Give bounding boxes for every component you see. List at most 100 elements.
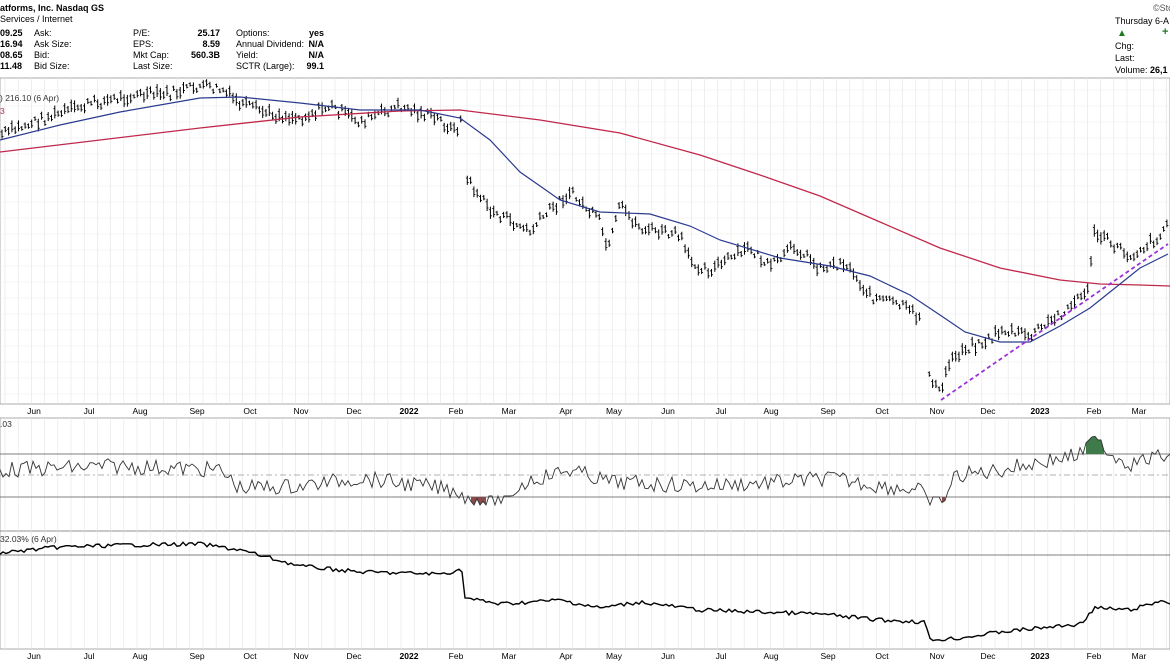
last-label: Last:: [1115, 53, 1135, 63]
month-label: 2022: [400, 651, 419, 661]
month-label: Dec: [346, 651, 362, 661]
month-label: Nov: [929, 406, 945, 416]
month-label: Jun: [661, 651, 675, 661]
month-label: Oct: [875, 406, 889, 416]
date-label: Thursday 6-A: [1115, 16, 1170, 26]
price-legend: ) 216.10 (6 Apr): [0, 93, 59, 103]
up-arrow-icon: ▲: [1117, 28, 1127, 39]
month-label: Oct: [243, 406, 257, 416]
oscillator-guides: [0, 453, 1170, 556]
stat-label: Mkt Cap:: [133, 50, 170, 60]
quote-col4-labels: Options: Annual Dividend: Yield: SCTR (L…: [236, 28, 304, 72]
month-label: Jun: [27, 651, 41, 661]
rs-panel-border: [0, 530, 1170, 650]
quote-col2: Ask: Ask Size: Bid: Bid Size:: [34, 28, 72, 72]
month-label: Dec: [980, 651, 996, 661]
stat-label: Bid:: [34, 50, 50, 60]
company-name: atforms, Inc. Nasdaq GS: [0, 3, 105, 13]
stat-value: 08.65: [0, 50, 23, 60]
stat-label: Last Size:: [133, 61, 173, 71]
month-label: Feb: [449, 406, 464, 416]
stat-label: EPS:: [133, 39, 154, 49]
oscillator-panel-border: [0, 417, 1170, 532]
month-label: Jul: [716, 651, 727, 661]
price-legend-ma: 3: [0, 106, 5, 116]
month-label: Nov: [929, 651, 945, 661]
month-label: Mar: [502, 651, 517, 661]
month-label: Oct: [243, 651, 257, 661]
overbought-fill: [1086, 436, 1104, 454]
stat-label: Options:: [236, 28, 270, 38]
long-moving-average-line: [0, 109, 1170, 287]
quote-col3-values: 25.17 8.59 560.3B: [176, 28, 220, 72]
month-label: Jul: [716, 406, 727, 416]
month-label: Aug: [763, 651, 778, 661]
oscillator-line: [0, 435, 1170, 507]
month-label: Feb: [1087, 651, 1102, 661]
stat-value: 8.59: [202, 39, 220, 49]
relative-strength-line: [0, 541, 1170, 642]
month-label: 2023: [1031, 406, 1050, 416]
month-label: Sep: [189, 651, 204, 661]
volume-label-text: Volume:: [1115, 65, 1148, 75]
stat-value: 560.3B: [190, 50, 220, 60]
month-label: Sep: [820, 651, 835, 661]
month-label: Sep: [189, 406, 204, 416]
sector-label: Services / Internet: [0, 14, 73, 24]
month-label: Nov: [293, 406, 309, 416]
month-label: Aug: [132, 651, 147, 661]
month-label: Mar: [502, 406, 517, 416]
stat-label: SCTR (Large):: [236, 61, 295, 71]
short-moving-average-line: [0, 96, 1169, 343]
stat-value: 99.1: [306, 61, 324, 71]
month-label: Aug: [763, 406, 778, 416]
price-col1: 09.25 16.94 08.65 11.48: [0, 28, 24, 72]
stat-value: N/A: [308, 50, 325, 60]
stat-label: Ask Size:: [34, 39, 72, 49]
month-label: May: [606, 406, 623, 416]
month-label: Jul: [84, 406, 95, 416]
price-panel-border: [0, 77, 1170, 405]
stat-value: 16.94: [0, 39, 23, 49]
month-label: 2022: [400, 406, 419, 416]
month-label: Apr: [559, 651, 572, 661]
month-label: Mar: [1132, 406, 1147, 416]
stockcharts-logo: ©StockC: [1153, 3, 1170, 13]
change-sign: +: [1162, 26, 1169, 38]
volume-label: Volume: 26,1: [1115, 65, 1168, 76]
month-label: Jul: [84, 651, 95, 661]
volume-value: 26,1: [1150, 65, 1168, 75]
price-bars: [0, 79, 1169, 393]
rs-legend: 32.03% (6 Apr): [0, 534, 57, 544]
stat-value: yes: [308, 28, 324, 38]
stat-label: P/E:: [133, 28, 151, 38]
oscillator-fills: [471, 436, 1104, 505]
month-label: Mar: [1132, 651, 1147, 661]
month-label: Feb: [1087, 406, 1102, 416]
month-label: Apr: [559, 406, 572, 416]
month-label: Jun: [661, 406, 675, 416]
quote-col4-values: yes N/A N/A 99.1: [294, 28, 324, 72]
month-label: Sep: [820, 406, 835, 416]
month-label: Nov: [293, 651, 309, 661]
month-label: Oct: [875, 651, 889, 661]
oversold-fill: [942, 497, 945, 503]
x-axis-labels: Jun Jun Jul Jul Aug Aug Sep Sep Oct Oct Nov Nov Dec D…: [27, 406, 1146, 661]
month-label: Aug: [132, 406, 147, 416]
stat-value: 11.48: [0, 61, 23, 71]
quote-col3-labels: P/E: EPS: Mkt Cap: Last Size:: [133, 28, 173, 72]
month-label: Jun: [27, 406, 41, 416]
stat-label: Annual Dividend:: [236, 39, 305, 49]
month-label: 2023: [1031, 651, 1050, 661]
change-label: Chg:: [1115, 41, 1135, 51]
trendline: [940, 243, 1169, 401]
month-label: Dec: [346, 406, 362, 416]
month-label: May: [606, 651, 623, 661]
oscillator-legend: .03: [0, 419, 12, 429]
month-label: Dec: [980, 406, 996, 416]
stat-value: 09.25: [0, 28, 23, 38]
stat-value: N/A: [308, 39, 325, 49]
stat-value: 25.17: [197, 28, 220, 38]
stat-label: Bid Size:: [34, 61, 70, 71]
